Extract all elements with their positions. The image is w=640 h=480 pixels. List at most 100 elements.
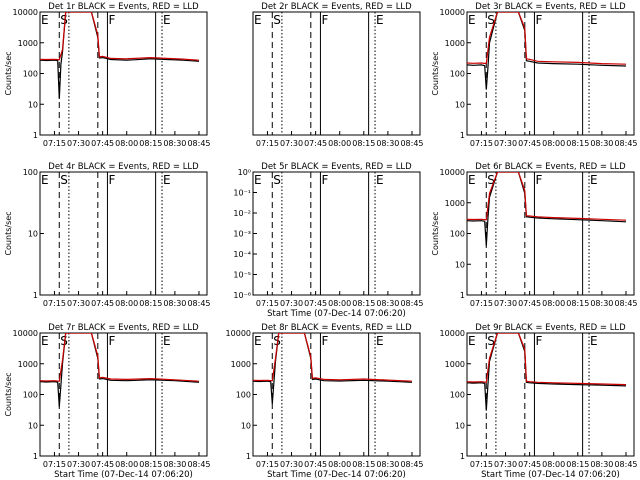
plot-frame — [39, 332, 208, 457]
x-tick-label: 08:30 — [376, 139, 399, 148]
marker-label: E — [590, 173, 598, 187]
x-tick-label: 07:30 — [280, 299, 303, 308]
x-tick-label: 08:00 — [115, 460, 138, 469]
marker-label: F — [535, 173, 542, 187]
x-tick-label: 07:15 — [470, 139, 493, 148]
chart-title: Det 9r BLACK = Events, RED = LLD — [475, 323, 626, 333]
series-line — [467, 172, 627, 246]
x-tick-label: 08:30 — [590, 139, 613, 148]
y-tick-label: 1000 — [445, 360, 465, 369]
series-line — [40, 12, 200, 99]
y-tick-label: 10 — [455, 421, 465, 430]
y-tick-label: 100 — [236, 391, 251, 400]
x-tick-label: 07:15 — [43, 460, 66, 469]
marker-label: E — [254, 173, 262, 187]
y-tick-label: 1000 — [18, 39, 38, 48]
marker-label: F — [321, 13, 328, 27]
y-tick-label: 1000 — [445, 199, 465, 208]
y-tick-label: 1 — [33, 131, 38, 140]
marker-label: F — [321, 173, 328, 187]
marker-label: F — [108, 13, 115, 27]
y-axis-label: Counts/sec — [4, 372, 13, 416]
marker-label: F — [535, 13, 542, 27]
x-tick-label: 07:15 — [256, 299, 279, 308]
marker-label: E — [590, 334, 598, 348]
y-tick-label: 10000 — [13, 329, 38, 338]
x-axis-label: Start Time (07-Dec-14 07:06:20) — [267, 470, 406, 480]
marker-label: E — [254, 13, 262, 27]
y-tick-label: 10 — [28, 230, 38, 239]
x-tick-label: 07:45 — [518, 460, 541, 469]
chart-title: Det 7r BLACK = Events, RED = LLD — [48, 323, 199, 333]
marker-label: S — [273, 334, 281, 348]
series-line — [253, 333, 413, 404]
marker-label: E — [41, 13, 49, 27]
x-tick-label: 07:45 — [304, 460, 327, 469]
marker-label: S — [273, 173, 281, 187]
x-tick-label: 07:30 — [280, 139, 303, 148]
x-axis-label: Start Time (07-Dec-14 07:06:20) — [267, 309, 406, 319]
x-tick-label: 07:45 — [91, 460, 114, 469]
y-axis-label: Counts/sec — [4, 211, 13, 255]
x-tick-label: 07:30 — [494, 460, 517, 469]
series-line — [467, 12, 627, 65]
x-tick-label: 08:15 — [139, 139, 162, 148]
y-tick-label: 1000 — [231, 360, 251, 369]
x-tick-label: 08:30 — [376, 299, 399, 308]
y-tick-label: 10000 — [226, 329, 251, 338]
y-axis-label: Counts/sec — [431, 211, 440, 255]
y-tick-label: 1 — [33, 452, 38, 461]
x-tick-label: 08:45 — [400, 139, 423, 148]
x-tick-label: 08:15 — [139, 460, 162, 469]
x-tick-label: 08:45 — [614, 299, 637, 308]
y-tick-label: 1 — [460, 131, 465, 140]
marker-label: E — [41, 173, 49, 187]
y-tick-label: 100 — [23, 391, 38, 400]
plot-frame — [252, 171, 421, 296]
x-tick-label: 08:15 — [566, 139, 589, 148]
x-tick-label: 08:45 — [187, 139, 210, 148]
plot-frame — [252, 11, 421, 136]
y-tick-label: 10⁰ — [238, 168, 251, 177]
x-tick-label: 07:45 — [518, 139, 541, 148]
x-tick-label: 07:30 — [494, 299, 517, 308]
marker-label: S — [60, 173, 68, 187]
y-tick-label: 100 — [450, 70, 465, 79]
series-line — [467, 333, 627, 386]
x-tick-label: 07:45 — [518, 299, 541, 308]
x-tick-label: 08:00 — [115, 299, 138, 308]
y-tick-label: 10 — [455, 260, 465, 269]
marker-label: E — [163, 13, 171, 27]
x-tick-label: 08:45 — [187, 460, 210, 469]
plot-frame — [252, 332, 421, 457]
y-tick-label: 10000 — [440, 168, 465, 177]
x-tick-label: 08:00 — [542, 460, 565, 469]
plot-frame — [39, 11, 208, 136]
x-tick-label: 07:30 — [67, 139, 90, 148]
x-tick-label: 08:45 — [400, 299, 423, 308]
chart-title: Det 1r BLACK = Events, RED = LLD — [48, 2, 199, 12]
y-tick-label: 1000 — [445, 39, 465, 48]
marker-label: S — [60, 13, 68, 27]
x-tick-label: 08:30 — [163, 299, 186, 308]
x-tick-label: 08:15 — [352, 139, 375, 148]
plot-frame — [39, 171, 208, 296]
y-tick-label: 10⁻² — [233, 209, 251, 218]
marker-label: E — [376, 13, 384, 27]
chart-title: Det 3r BLACK = Events, RED = LLD — [475, 2, 626, 12]
x-tick-label: 07:30 — [67, 299, 90, 308]
x-axis-label: Start Time (07-Dec-14 07:06:20) — [54, 470, 193, 480]
x-tick-label: 08:15 — [352, 299, 375, 308]
y-tick-label: 10⁻¹ — [233, 189, 251, 198]
marker-label: E — [468, 334, 476, 348]
x-tick-label: 07:30 — [494, 139, 517, 148]
chart-title: Det 6r BLACK = Events, RED = LLD — [475, 162, 626, 172]
y-tick-label: 10000 — [440, 329, 465, 338]
y-tick-label: 10⁻⁵ — [233, 271, 251, 280]
x-tick-label: 08:45 — [400, 460, 423, 469]
